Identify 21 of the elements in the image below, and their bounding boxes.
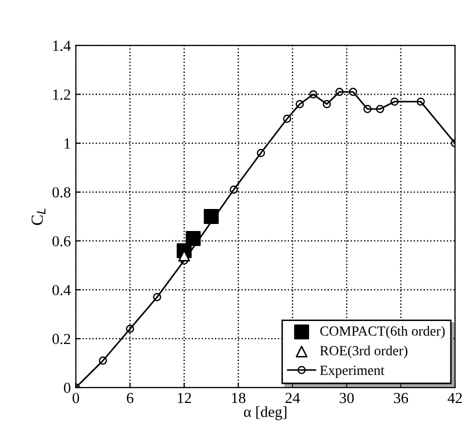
x-tick-label: 30	[340, 392, 354, 404]
x-tick-label: 18	[232, 392, 246, 404]
y-tick-label: 0	[64, 382, 70, 393]
x-tick-label: 6	[126, 392, 134, 404]
y-tick-label: 0.2	[52, 334, 70, 344]
x-axis-title: α [deg]	[244, 406, 286, 420]
x-tick-label: 36	[394, 392, 408, 404]
x-tick-label: 12	[178, 392, 191, 403]
x-tick-label: 24	[286, 392, 300, 403]
x-tick-label: 0	[72, 392, 80, 404]
y-tick-label: 0.6	[52, 236, 71, 246]
x-tick-label: 42	[448, 392, 462, 403]
legend-label: ROE(3rd order)	[320, 346, 408, 358]
y-tick-label: 1.2	[53, 90, 70, 100]
y-tick-label: 1	[64, 138, 70, 148]
legend-label: Experiment	[320, 366, 384, 378]
y-tick-label: 0.8	[52, 187, 70, 198]
y-tick-label: 0.4	[52, 284, 71, 296]
y-axis-title: C$_{L}$	[32, 208, 46, 225]
y-tick-label: 1.4	[53, 40, 71, 51]
legend-label: COMPACT(6th order)	[320, 326, 445, 339]
